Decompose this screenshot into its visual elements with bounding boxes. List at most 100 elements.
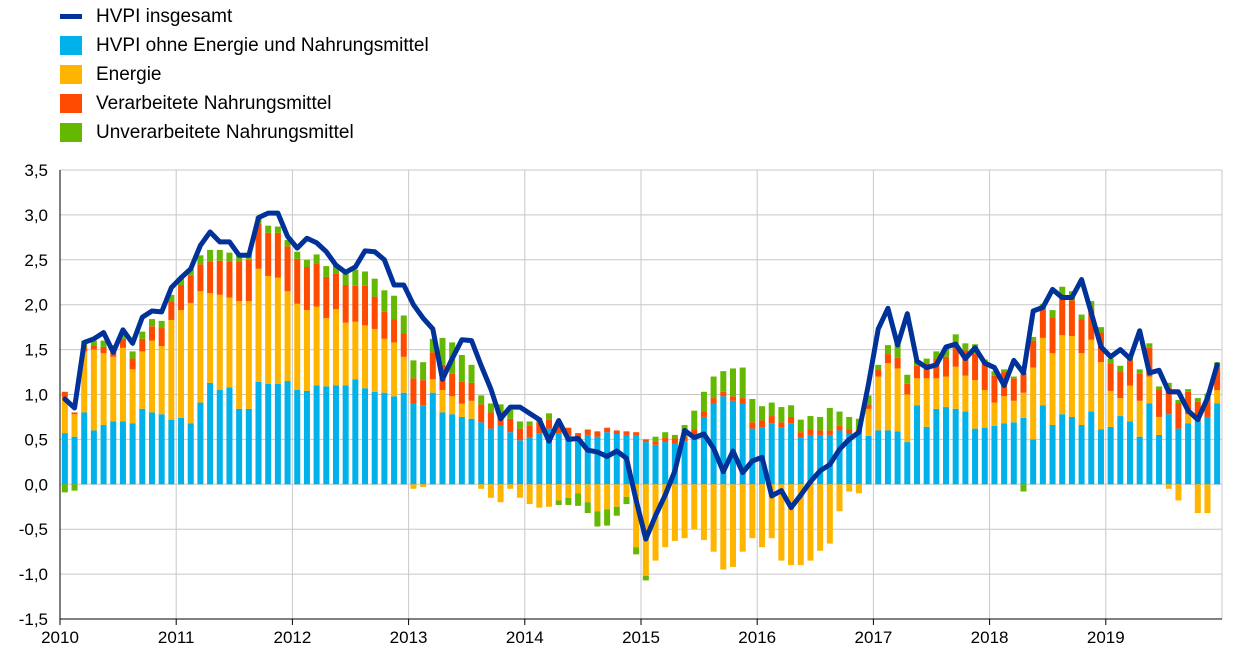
- y-tick-label: 2,5: [24, 251, 48, 270]
- bar-processed: [226, 261, 233, 298]
- bar-unprocessed: [1185, 389, 1192, 392]
- bar-energy: [1156, 416, 1163, 435]
- bar-core: [1020, 417, 1027, 485]
- bar-processed: [943, 356, 950, 377]
- bar-processed: [294, 258, 301, 304]
- bar-energy: [904, 394, 911, 443]
- bar-processed: [913, 365, 920, 379]
- bar-energy: [148, 340, 155, 413]
- bar-energy: [1165, 484, 1172, 489]
- bar-energy: [700, 484, 707, 540]
- bar-processed: [536, 422, 543, 434]
- bar-core: [1097, 429, 1104, 485]
- gridlines: [60, 169, 1223, 620]
- bar-unprocessed: [274, 226, 281, 233]
- bar-core: [1156, 434, 1163, 485]
- bar-core: [148, 412, 155, 485]
- bar-core: [1117, 416, 1124, 485]
- bar-core: [323, 386, 330, 485]
- bar-processed: [1107, 363, 1114, 391]
- bar-processed: [642, 439, 649, 443]
- bar-energy: [1175, 484, 1182, 501]
- bar-energy: [1049, 353, 1056, 426]
- bar-processed: [981, 363, 988, 391]
- bar-processed: [1136, 373, 1143, 401]
- bar-core: [342, 385, 349, 485]
- bar-core: [1107, 426, 1114, 485]
- bar-core: [216, 390, 223, 485]
- bar-unprocessed: [594, 511, 601, 527]
- bar-unprocessed: [1117, 365, 1124, 372]
- bar-unprocessed: [526, 421, 533, 426]
- bar-core: [429, 392, 436, 485]
- y-tick-label: -0,5: [19, 520, 48, 539]
- bar-energy: [749, 484, 756, 539]
- bar-core: [1136, 436, 1143, 485]
- bar-unprocessed: [700, 391, 707, 412]
- bar-energy: [1039, 337, 1046, 406]
- bar-processed: [507, 418, 514, 433]
- x-tick-label: 2013: [390, 628, 428, 647]
- bar-energy: [313, 306, 320, 386]
- bar-core: [1204, 416, 1211, 485]
- bar-unprocessed: [1175, 399, 1182, 404]
- bar-energy: [536, 484, 543, 508]
- bar-core: [836, 430, 843, 485]
- bar-energy: [739, 484, 746, 552]
- bar-processed: [1010, 378, 1017, 401]
- bar-core: [245, 408, 252, 485]
- bar-energy: [458, 403, 465, 417]
- bar-processed: [468, 382, 475, 401]
- bar-energy: [449, 396, 456, 415]
- bar-core: [729, 400, 736, 485]
- bar-energy: [720, 484, 727, 570]
- bar-unprocessed: [381, 290, 388, 312]
- bar-processed: [381, 311, 388, 339]
- bar-processed: [768, 416, 775, 424]
- bar-unprocessed: [187, 268, 194, 276]
- line-total: [62, 210, 1220, 542]
- bar-processed: [178, 284, 185, 311]
- bar-energy: [913, 378, 920, 406]
- bar-energy: [894, 368, 901, 432]
- total-line: [62, 210, 1220, 542]
- bar-energy: [381, 338, 388, 393]
- bar-core: [207, 382, 214, 485]
- x-tick-label: 2017: [854, 628, 892, 647]
- bar-energy: [207, 293, 214, 383]
- bar-unprocessed: [1136, 369, 1143, 374]
- bar-energy: [1136, 400, 1143, 437]
- legend-item-core: HVPI ohne Energie und Nahrungsmittel: [60, 31, 429, 60]
- bar-core: [662, 442, 669, 485]
- x-tick-label: 2010: [41, 628, 79, 647]
- bar-processed: [400, 333, 407, 357]
- bar-unprocessed: [429, 338, 436, 353]
- bar-core: [1088, 411, 1095, 485]
- bar-core: [516, 440, 523, 485]
- bar-unprocessed: [943, 347, 950, 357]
- bar-core: [536, 433, 543, 485]
- bar-processed: [371, 296, 378, 329]
- bar-processed: [168, 302, 175, 320]
- bar-processed: [284, 246, 291, 292]
- bar-unprocessed: [846, 416, 853, 430]
- bar-core: [633, 435, 640, 485]
- bar-unprocessed: [1097, 327, 1104, 333]
- bar-processed: [904, 383, 911, 395]
- bar-energy: [613, 484, 620, 507]
- bar-processed: [991, 375, 998, 403]
- bar-core: [1175, 428, 1182, 485]
- bar-unprocessed: [148, 319, 155, 327]
- bar-energy: [1107, 390, 1114, 427]
- bar-unprocessed: [817, 416, 824, 431]
- y-tick-label: 1,5: [24, 341, 48, 360]
- bar-unprocessed: [352, 269, 359, 286]
- bar-core: [226, 387, 233, 485]
- bar-energy: [1020, 392, 1027, 418]
- bar-energy: [1097, 362, 1104, 430]
- bar-energy: [90, 349, 97, 431]
- bar-unprocessed: [158, 320, 165, 329]
- bar-energy: [274, 277, 281, 384]
- bar-processed: [303, 266, 310, 311]
- bar-core: [197, 402, 204, 485]
